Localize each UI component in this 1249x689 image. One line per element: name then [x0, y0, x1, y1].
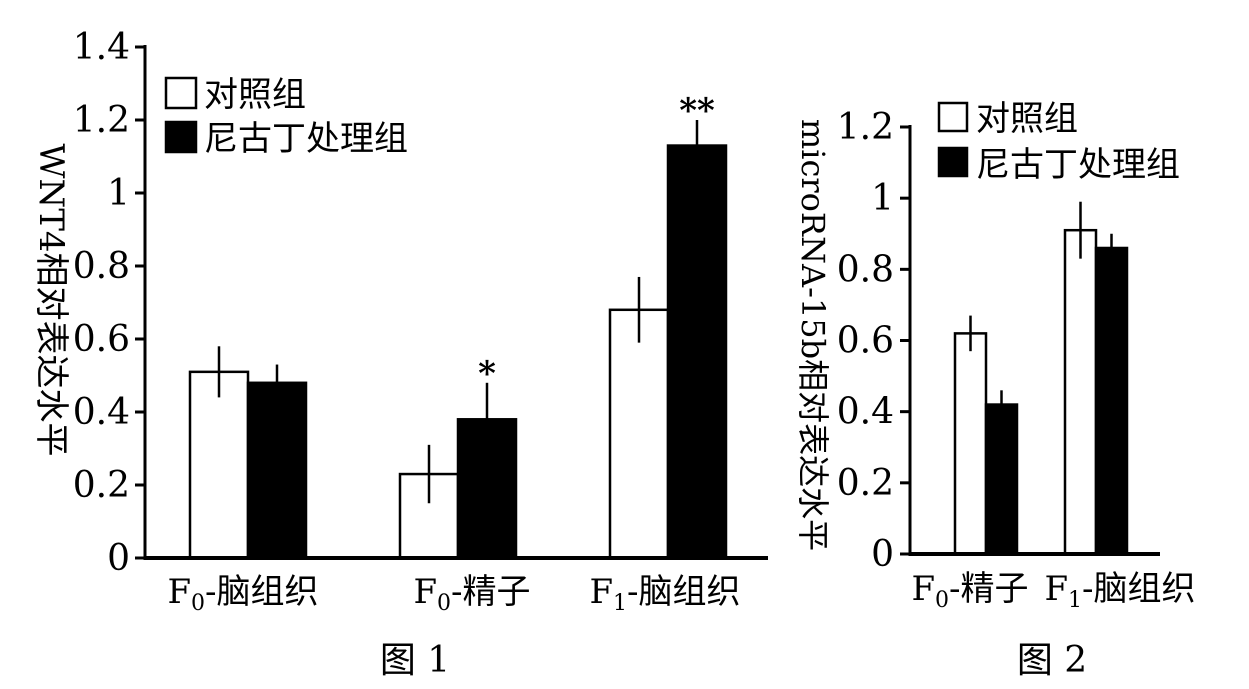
chart-2-y-tick-label: 1.2: [837, 107, 894, 148]
chart-1-x-category-label: F0-脑组织: [167, 572, 318, 616]
chart-1-y-tick-label: 0.2: [73, 465, 130, 506]
chart-1: *** 00.20.40.60.811.21.4 F0-脑组织 F0-精子 F1-脑…: [31, 27, 768, 681]
chart-2-y-tick-label: 1: [871, 178, 894, 219]
category-subscript: 0: [935, 588, 949, 613]
chart-1-bar: [456, 418, 518, 560]
chart-1-significance-mark: *: [478, 354, 496, 394]
chart-1-y-tick-label: 0.4: [73, 392, 130, 433]
chart-1-y-tick-label: 1: [107, 173, 130, 214]
chart-1-y-tick-label: 1.2: [73, 100, 130, 141]
chart-1-y-tick-label: 0.6: [73, 319, 130, 360]
chart-2-legend-label-nicotine: 尼古丁处理组: [976, 145, 1180, 185]
chart-1-y-tick-label: 0: [107, 538, 130, 579]
chart-1-bar: [188, 370, 250, 560]
chart-2-y-tick-label: 0.8: [837, 249, 894, 290]
category-subscript: 0: [437, 591, 451, 616]
category-name: -脑组织: [627, 572, 741, 612]
chart-2-y-axis-label: microRNA-15b相对表达水平: [794, 119, 832, 551]
category-letter: F: [1044, 569, 1068, 609]
chart-2-bar: [953, 332, 988, 556]
chart-1-bar: [666, 144, 728, 560]
category-name: -脑组织: [1082, 569, 1196, 609]
chart-2-y-tick-label: 0: [871, 534, 894, 575]
category-name: -脑组织: [205, 572, 319, 612]
category-subscript: 0: [191, 591, 205, 616]
chart-1-x-categories: F0-脑组织 F0-精子 F1-脑组织: [167, 572, 740, 616]
chart-1-legend-label-nicotine: 尼古丁处理组: [204, 119, 408, 159]
chart-2: 00.20.40.60.811.2 F0-精子 F1-脑组织 microRNA-1…: [794, 99, 1196, 681]
chart-2-legend-swatch-nicotine: [937, 146, 969, 178]
category-letter: F: [167, 572, 191, 612]
category-name: -精子: [949, 569, 1029, 609]
chart-1-axes: [143, 45, 768, 560]
chart-2-x-categories: F0-精子 F1-脑组织: [911, 569, 1195, 613]
chart-1-caption: 图 1: [380, 640, 450, 681]
chart-1-significance-mark: **: [679, 91, 715, 131]
chart-2-legend-swatch-control: [937, 101, 969, 133]
chart-1-legend-label-control: 对照组: [204, 75, 306, 115]
chart-2-bar: [984, 403, 1019, 556]
category-letter: F: [589, 572, 613, 612]
chart-1-y-axis-label: WNT4相对表达水平: [31, 143, 71, 456]
category-letter: F: [911, 569, 935, 609]
chart-2-y-tick-label: 0.6: [837, 321, 894, 362]
chart-2-y-tick-label: 0.2: [837, 463, 894, 504]
chart-2-caption: 图 2: [1017, 640, 1087, 681]
category-subscript: 1: [613, 591, 627, 616]
chart-2-y-ticks: 0 0.2 0.4 0.6 0.8 1 1.2: [837, 107, 910, 575]
chart-2-x-category-label: F1-脑组织: [1044, 569, 1195, 613]
chart-2-y-tick-label: 0.4: [837, 392, 894, 433]
chart-1-x-category-label: F0-精子: [413, 572, 530, 616]
chart-1-y-ticks: 0 0.2 0.4 0.6 0.8 1 1.2 1.4: [73, 27, 145, 579]
category-letter: F: [413, 572, 437, 612]
chart-1-y-tick-label: 0.8: [73, 246, 130, 287]
chart-2-legend-label-control: 对照组: [976, 99, 1078, 139]
chart-1-legend: 对照组 尼古丁处理组: [164, 75, 408, 159]
chart-1-marks: ***: [188, 91, 728, 560]
chart-1-legend-swatch-nicotine: [164, 120, 198, 154]
chart-2-bar: [1094, 246, 1129, 556]
chart-1-x-category-label: F1-脑组织: [589, 572, 740, 616]
chart-2-marks: [953, 201, 1129, 556]
chart-2-bar: [1063, 228, 1098, 556]
chart-1-y-tick-label: 1.4: [73, 27, 130, 68]
chart-1-bar: [608, 308, 670, 560]
category-subscript: 1: [1068, 588, 1082, 613]
category-name: -精子: [451, 572, 531, 612]
chart-2-x-category-label: F0-精子: [911, 569, 1028, 613]
chart-1-bar: [246, 381, 308, 560]
chart-1-legend-swatch-control: [164, 76, 198, 110]
chart-2-legend: 对照组 尼古丁处理组: [937, 99, 1180, 185]
